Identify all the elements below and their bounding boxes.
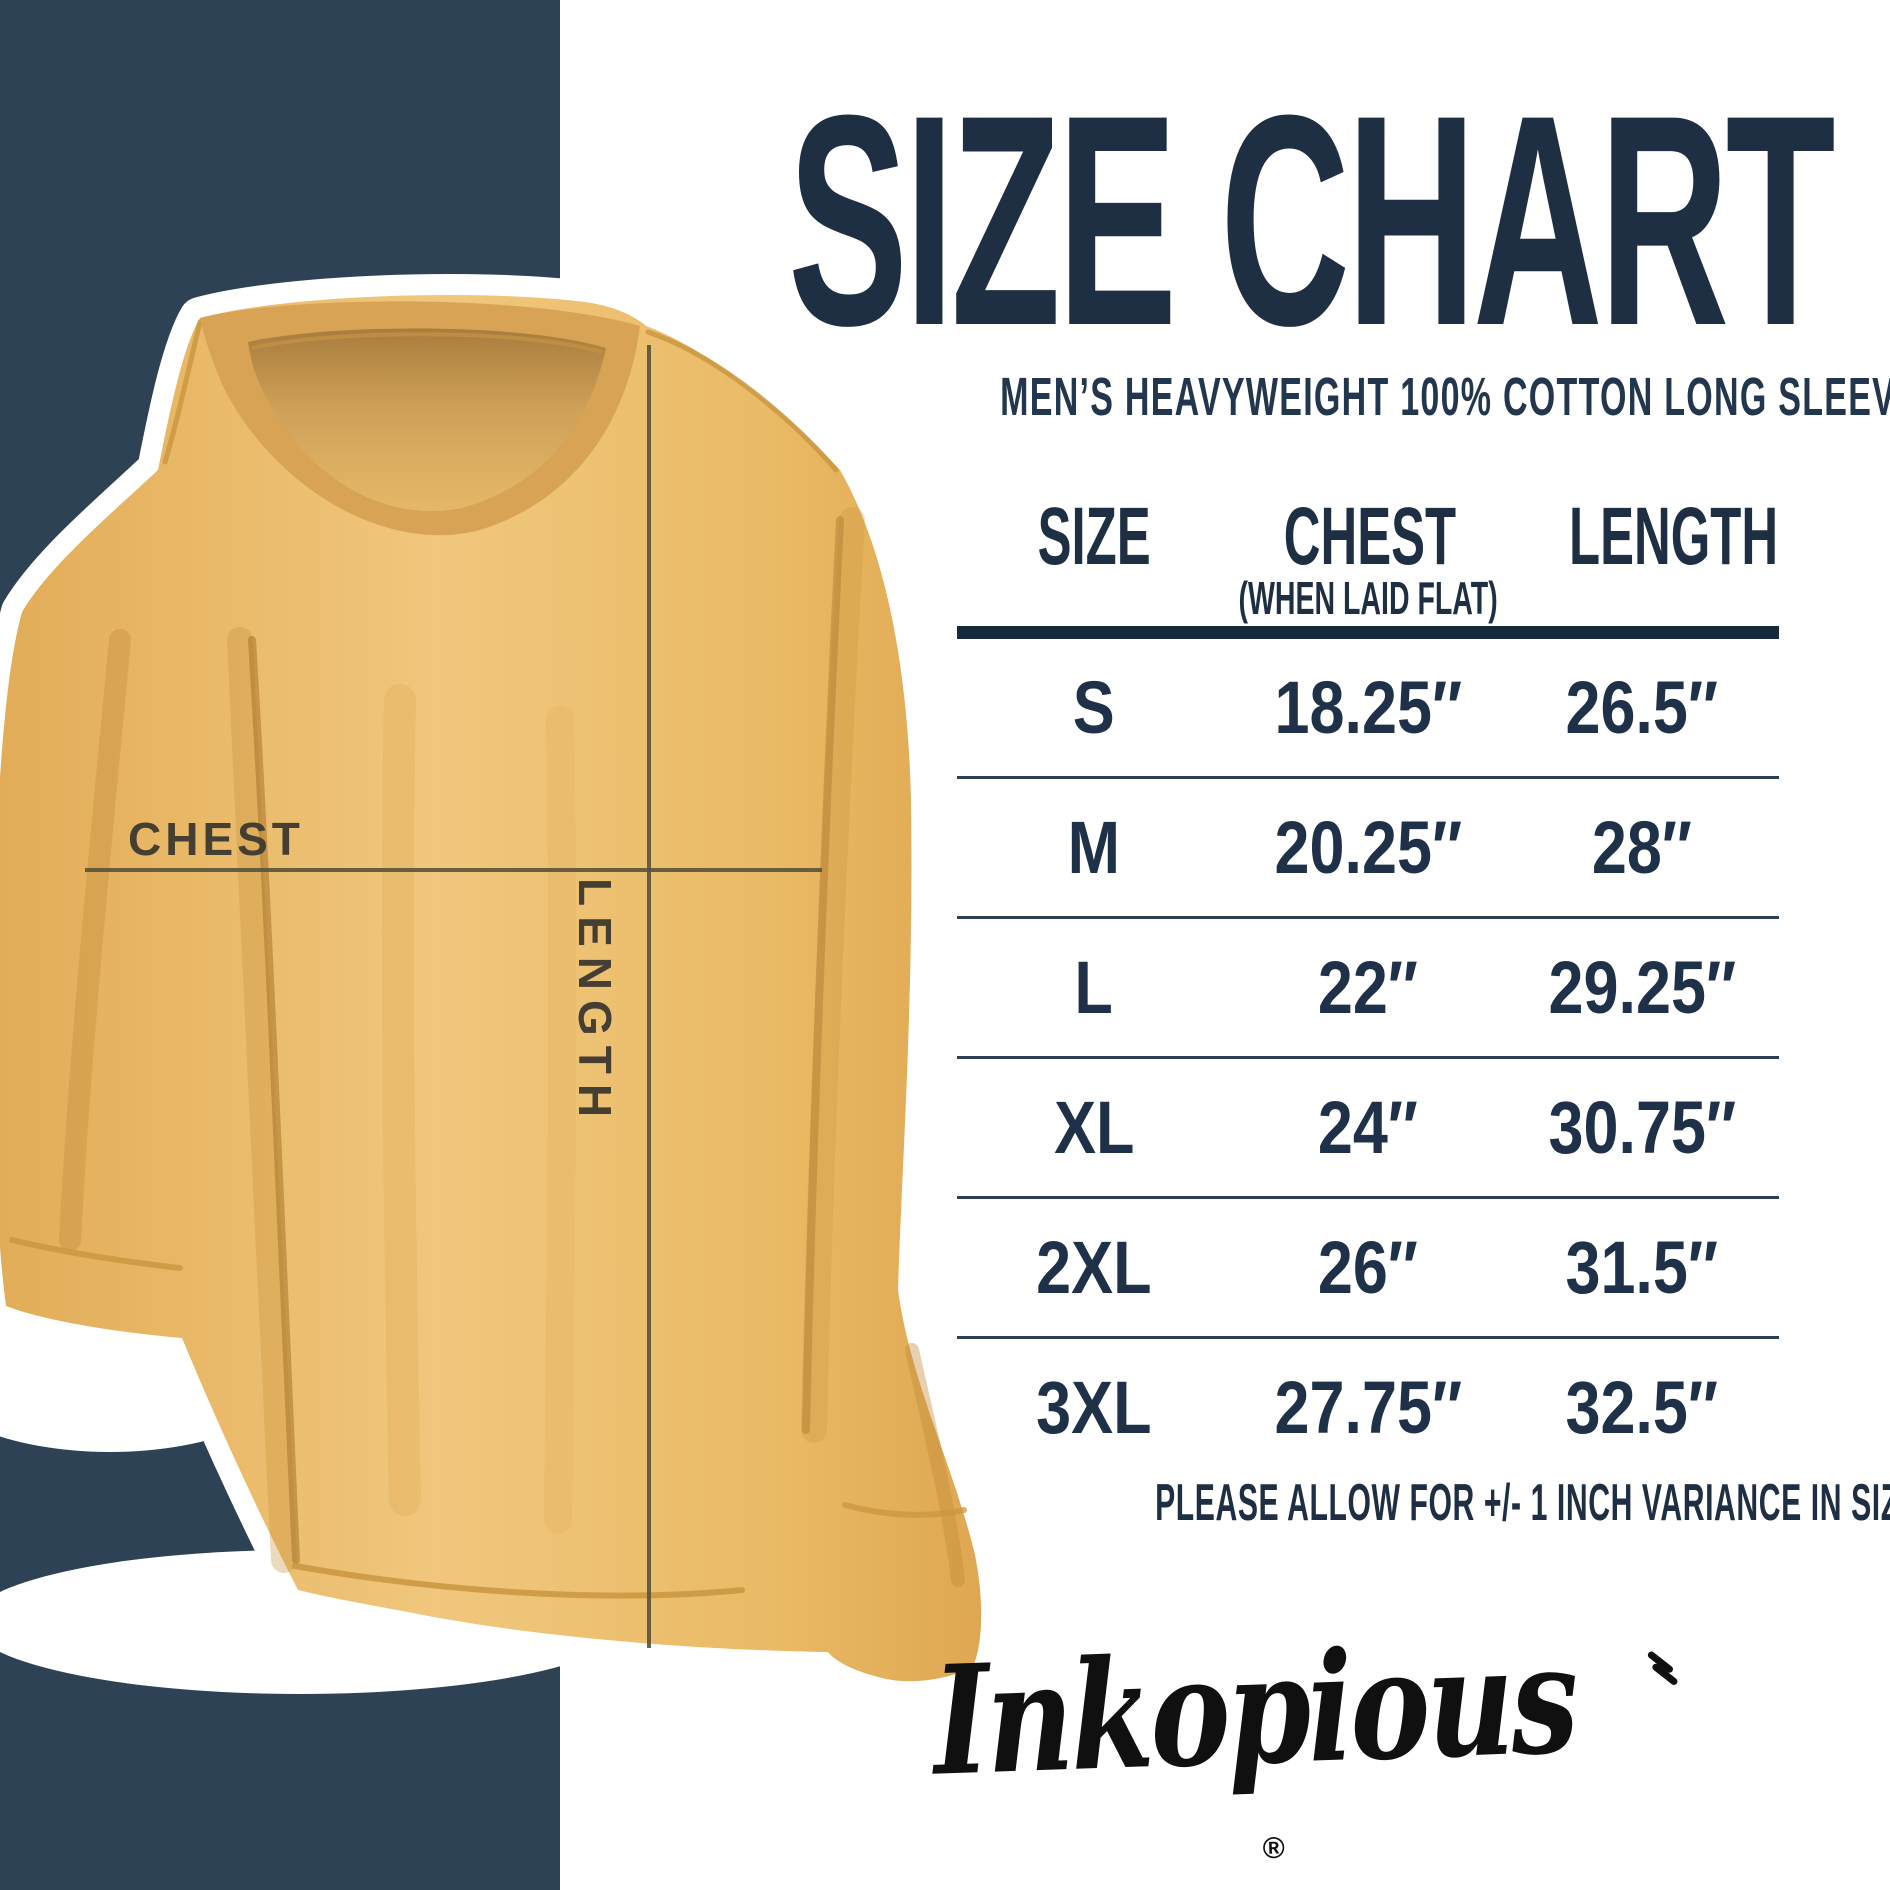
variance-footnote: PLEASE ALLOW FOR +/- 1 INCH VARIANCE IN … [878,1468,1890,1538]
cell-size-text: 3XL [1036,1366,1152,1449]
cell-length: 30.75″ [1505,1059,1779,1196]
cell-length-text: 29.25″ [1548,946,1736,1029]
cell-chest-text: 27.75″ [1274,1366,1462,1449]
cell-length-text: 31.5″ [1565,1226,1719,1309]
chest-measure-line [85,868,822,872]
cell-length: 31.5″ [1505,1199,1779,1336]
cell-chest: 26″ [1231,1199,1505,1336]
chest-note: (WHEN LAID FLAT) [957,572,1779,624]
length-measure-line [647,345,651,1648]
cell-chest-text: 18.25″ [1274,666,1462,749]
cell-chest-text: 22″ [1317,946,1418,1029]
column-header-chest: CHEST [1231,492,1505,582]
cell-size: S [957,639,1231,776]
brand-logo-flourish-icon [1643,1648,1682,1688]
table-row: M 20.25″ 28″ [957,779,1779,919]
column-header-size-text: SIZE [1037,491,1151,582]
cell-size: XL [957,1059,1231,1196]
shirt-illustration [0,295,982,1682]
cell-chest-text: 24″ [1317,1086,1418,1169]
table-row: 2XL 26″ 31.5″ [957,1199,1779,1339]
cell-length: 28″ [1505,779,1779,916]
cell-chest-text: 20.25″ [1274,806,1462,889]
table-row: XL 24″ 30.75″ [957,1059,1779,1199]
page-title: SIZE CHART [730,52,1890,388]
cell-chest: 27.75″ [1231,1339,1505,1479]
cell-size: L [957,919,1231,1056]
shirt-collar [200,301,640,536]
cell-length-text: 32.5″ [1565,1366,1719,1449]
cell-chest: 24″ [1231,1059,1505,1196]
cell-length: 26.5″ [1505,639,1779,776]
cell-size: M [957,779,1231,916]
cell-length-text: 28″ [1591,806,1692,889]
chest-note-text: (WHEN LAID FLAT) [1238,572,1498,624]
cell-chest: 18.25″ [1231,639,1505,776]
brand-logo: Inkopious ® [846,1607,1694,1876]
cell-size-text: S [1072,666,1115,749]
chest-measure-label: CHEST [128,813,304,865]
table-row: L 22″ 29.25″ [957,919,1779,1059]
cell-chest: 20.25″ [1231,779,1505,916]
length-measure-label: LENGTH [569,878,621,1128]
cell-size: 3XL [957,1339,1231,1479]
column-header-size: SIZE [957,492,1231,582]
cell-size-text: L [1074,946,1114,1029]
page-title-text: SIZE CHART [788,52,1836,388]
table-row: 3XL 27.75″ 32.5″ [957,1339,1779,1479]
cell-size-text: 2XL [1036,1226,1152,1309]
page-subtitle: MEN’S HEAVYWEIGHT 100% COTTON LONG SLEEV… [730,362,1890,432]
size-table-header: SIZE CHEST LENGTH (WHEN LAID FLAT) [957,492,1779,626]
variance-footnote-text: PLEASE ALLOW FOR +/- 1 INCH VARIANCE IN … [1155,1474,1890,1532]
cell-length-text: 26.5″ [1565,666,1719,749]
registered-trademark-icon: ® [1262,1831,1286,1866]
shirt-fold-shading [59,507,965,1587]
table-row: S 18.25″ 26.5″ [957,639,1779,779]
column-header-chest-text: CHEST [1283,491,1457,582]
column-header-length-text: LENGTH [1568,491,1778,582]
table-header-rule [957,626,1779,639]
brand-logo-text: Inkopious [929,1611,1578,1810]
cell-length: 32.5″ [1505,1339,1779,1479]
page-subtitle-text: MEN’S HEAVYWEIGHT 100% COTTON LONG SLEEV… [1000,367,1890,427]
cell-length-text: 30.75″ [1548,1086,1736,1169]
cell-size-text: M [1067,806,1121,889]
size-table: SIZE CHEST LENGTH (WHEN LAID FLAT) S 18.… [957,492,1779,1479]
cell-size: 2XL [957,1199,1231,1336]
cell-chest: 22″ [1231,919,1505,1056]
cell-chest-text: 26″ [1317,1226,1418,1309]
shirt-body [0,295,982,1682]
shirt-seams [9,319,967,1599]
cell-size-text: XL [1053,1086,1135,1169]
column-header-length: LENGTH [1505,492,1779,582]
cell-length: 29.25″ [1505,919,1779,1056]
